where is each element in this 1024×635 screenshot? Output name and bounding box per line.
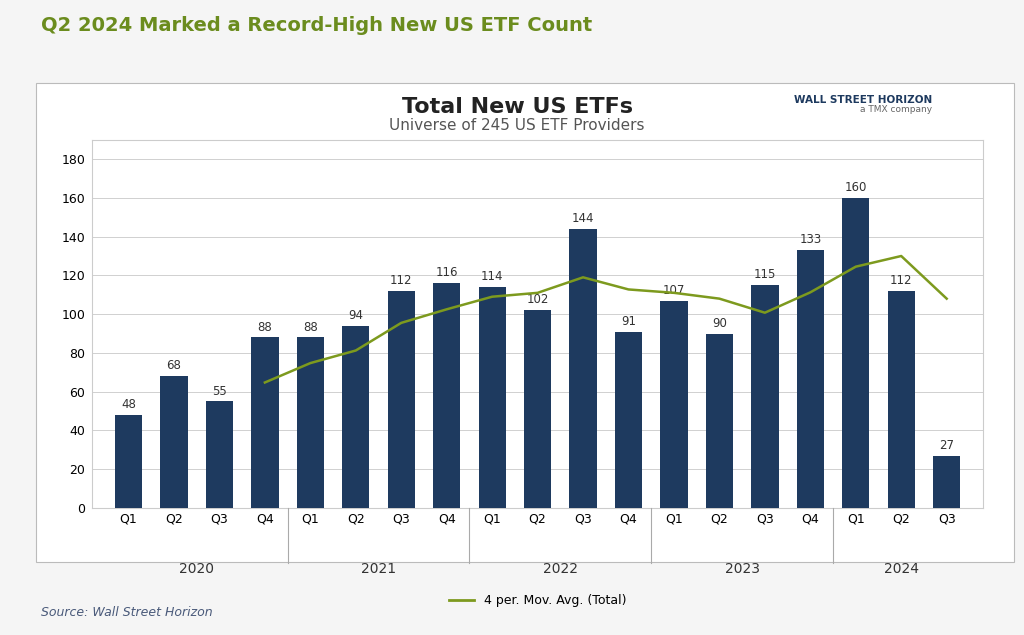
Text: 94: 94 — [348, 309, 364, 322]
Bar — [888, 291, 914, 508]
Bar — [797, 250, 824, 508]
Text: 48: 48 — [121, 398, 136, 411]
Text: 2022: 2022 — [543, 562, 578, 577]
Bar — [342, 326, 370, 508]
Bar — [433, 283, 461, 508]
Text: 88: 88 — [303, 321, 317, 333]
Text: 144: 144 — [571, 212, 594, 225]
Text: Universe of 245 US ETF Providers: Universe of 245 US ETF Providers — [389, 118, 645, 133]
Text: Q2 2024 Marked a Record-High New US ETF Count: Q2 2024 Marked a Record-High New US ETF … — [41, 16, 592, 35]
Bar — [478, 287, 506, 508]
Text: 2023: 2023 — [725, 562, 760, 577]
Bar — [115, 415, 142, 508]
Bar — [251, 337, 279, 508]
Bar — [524, 311, 551, 508]
Text: Total New US ETFs: Total New US ETFs — [401, 98, 633, 117]
Text: 112: 112 — [390, 274, 413, 287]
Bar — [842, 198, 869, 508]
Text: 115: 115 — [754, 268, 776, 281]
Bar — [206, 401, 233, 508]
Text: 68: 68 — [167, 359, 181, 372]
Text: 2020: 2020 — [179, 562, 214, 577]
Text: 55: 55 — [212, 385, 226, 398]
Text: Source: Wall Street Horizon: Source: Wall Street Horizon — [41, 606, 213, 619]
Bar — [614, 331, 642, 508]
Text: 2021: 2021 — [360, 562, 396, 577]
Text: a TMX company: a TMX company — [860, 105, 932, 114]
Text: 2024: 2024 — [884, 562, 919, 577]
Text: 91: 91 — [621, 315, 636, 328]
Text: 90: 90 — [712, 317, 727, 330]
Text: 116: 116 — [435, 266, 458, 279]
Text: WALL STREET HORIZON: WALL STREET HORIZON — [794, 95, 932, 105]
Text: 102: 102 — [526, 293, 549, 307]
Bar — [660, 300, 687, 508]
Text: 114: 114 — [481, 270, 504, 283]
Bar — [569, 229, 597, 508]
Bar — [161, 376, 187, 508]
Text: 27: 27 — [939, 439, 954, 451]
Text: 112: 112 — [890, 274, 912, 287]
Legend: 4 per. Mov. Avg. (Total): 4 per. Mov. Avg. (Total) — [443, 589, 632, 612]
Bar — [752, 285, 778, 508]
Bar — [297, 337, 324, 508]
Text: 107: 107 — [663, 284, 685, 297]
Text: 160: 160 — [845, 181, 867, 194]
Text: 88: 88 — [257, 321, 272, 333]
Bar — [933, 456, 961, 508]
Bar — [706, 333, 733, 508]
Text: 133: 133 — [799, 233, 821, 246]
Bar — [388, 291, 415, 508]
